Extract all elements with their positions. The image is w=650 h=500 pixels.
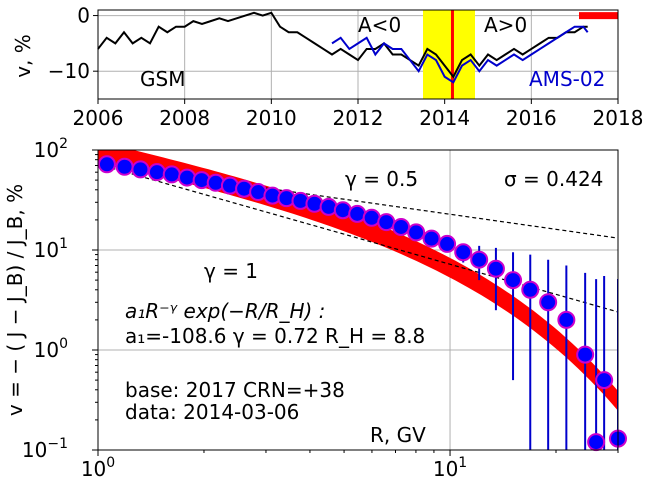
ams-label: AMS-02: [529, 67, 605, 91]
bottom-y-tick-exponent: 1: [59, 236, 68, 252]
bottom-x-tick-label: 101: [433, 455, 467, 481]
data-point: [539, 293, 558, 312]
bottom-y-tick-label: 102: [34, 136, 68, 162]
bottom-y-tick-label: 10−1: [22, 436, 68, 462]
data-point: [486, 259, 505, 278]
data-point: [595, 371, 614, 390]
bottom-y-tick-exponent: 2: [59, 136, 68, 152]
data-point: [206, 173, 225, 192]
data-point: [470, 250, 489, 269]
formula-label: a₁R⁻ᵞ exp(−R/R_H) :: [125, 299, 325, 323]
data-point: [115, 157, 134, 176]
neg-polarity-label: A<0: [358, 13, 401, 37]
data-point: [438, 234, 457, 253]
data-point: [422, 229, 441, 248]
bottom-y-axis-label: v = − ( J − J_B) / J_B, %: [3, 184, 27, 416]
gsm-series-line: [97, 11, 588, 79]
data-point: [587, 433, 606, 452]
ams-series-line: [331, 25, 589, 84]
bottom-axes-frame: [97, 149, 619, 451]
gsm-label: GSM: [140, 67, 185, 91]
data-point: [557, 310, 576, 329]
bottom-y-tick-exponent: 0: [59, 336, 68, 352]
base-label: base: 2017 CRN=+38: [125, 378, 345, 402]
bottom-x-tick-label: 100: [81, 455, 115, 481]
fit-params-label: a₁=-108.6 γ = 0.72 R_H = 8.8: [125, 324, 425, 348]
gamma-one-label: γ = 1: [204, 259, 258, 283]
data-point: [454, 243, 473, 262]
bottom-x-tick-exponent: 0: [106, 455, 115, 471]
data-point: [504, 271, 523, 290]
top-x-tick-label: 2018: [593, 106, 644, 130]
gamma-half-label: γ = 0.5: [345, 167, 418, 191]
top-x-tick-label: 2006: [73, 106, 124, 130]
bottom-y-tick-exponent: −1: [47, 436, 68, 452]
data-point: [576, 345, 595, 364]
data-point: [407, 223, 426, 242]
time-series-panel: 2006 2008 2010 2012 2014 2016 2018 0 −10 GSM AMS…: [11, 4, 643, 130]
top-y-tick-label: −10: [48, 59, 90, 83]
pos-polarity-label: A>0: [484, 13, 527, 37]
data-point: [97, 155, 116, 174]
data-point: [362, 208, 381, 227]
top-x-tick-label: 2014: [419, 106, 470, 130]
top-x-tick-label: 2008: [159, 106, 210, 130]
top-y-axis-label: v, %: [11, 34, 35, 78]
sigma-label: σ = 0.424: [504, 167, 603, 191]
top-x-tick-label: 2016: [506, 106, 557, 130]
data-point: [178, 168, 197, 187]
bottom-y-tick-label: 100: [34, 336, 68, 362]
x-axis-label: R, GV: [370, 423, 426, 447]
top-x-tick-label: 2010: [246, 106, 297, 130]
data-point: [147, 163, 166, 182]
data-point: [333, 201, 352, 220]
bottom-x-tick-exponent: 1: [458, 455, 467, 471]
bottom-y-tick-label: 101: [34, 236, 68, 262]
date-label: data: 2014-03-06: [125, 400, 299, 424]
data-point: [162, 165, 181, 184]
data-point: [392, 217, 411, 236]
top-y-tick-label: 0: [77, 4, 90, 28]
top-x-tick-label: 2012: [333, 106, 384, 130]
reversal-band: [423, 10, 475, 99]
data-point: [521, 280, 540, 299]
data-point: [377, 213, 396, 232]
data-point: [131, 160, 150, 179]
